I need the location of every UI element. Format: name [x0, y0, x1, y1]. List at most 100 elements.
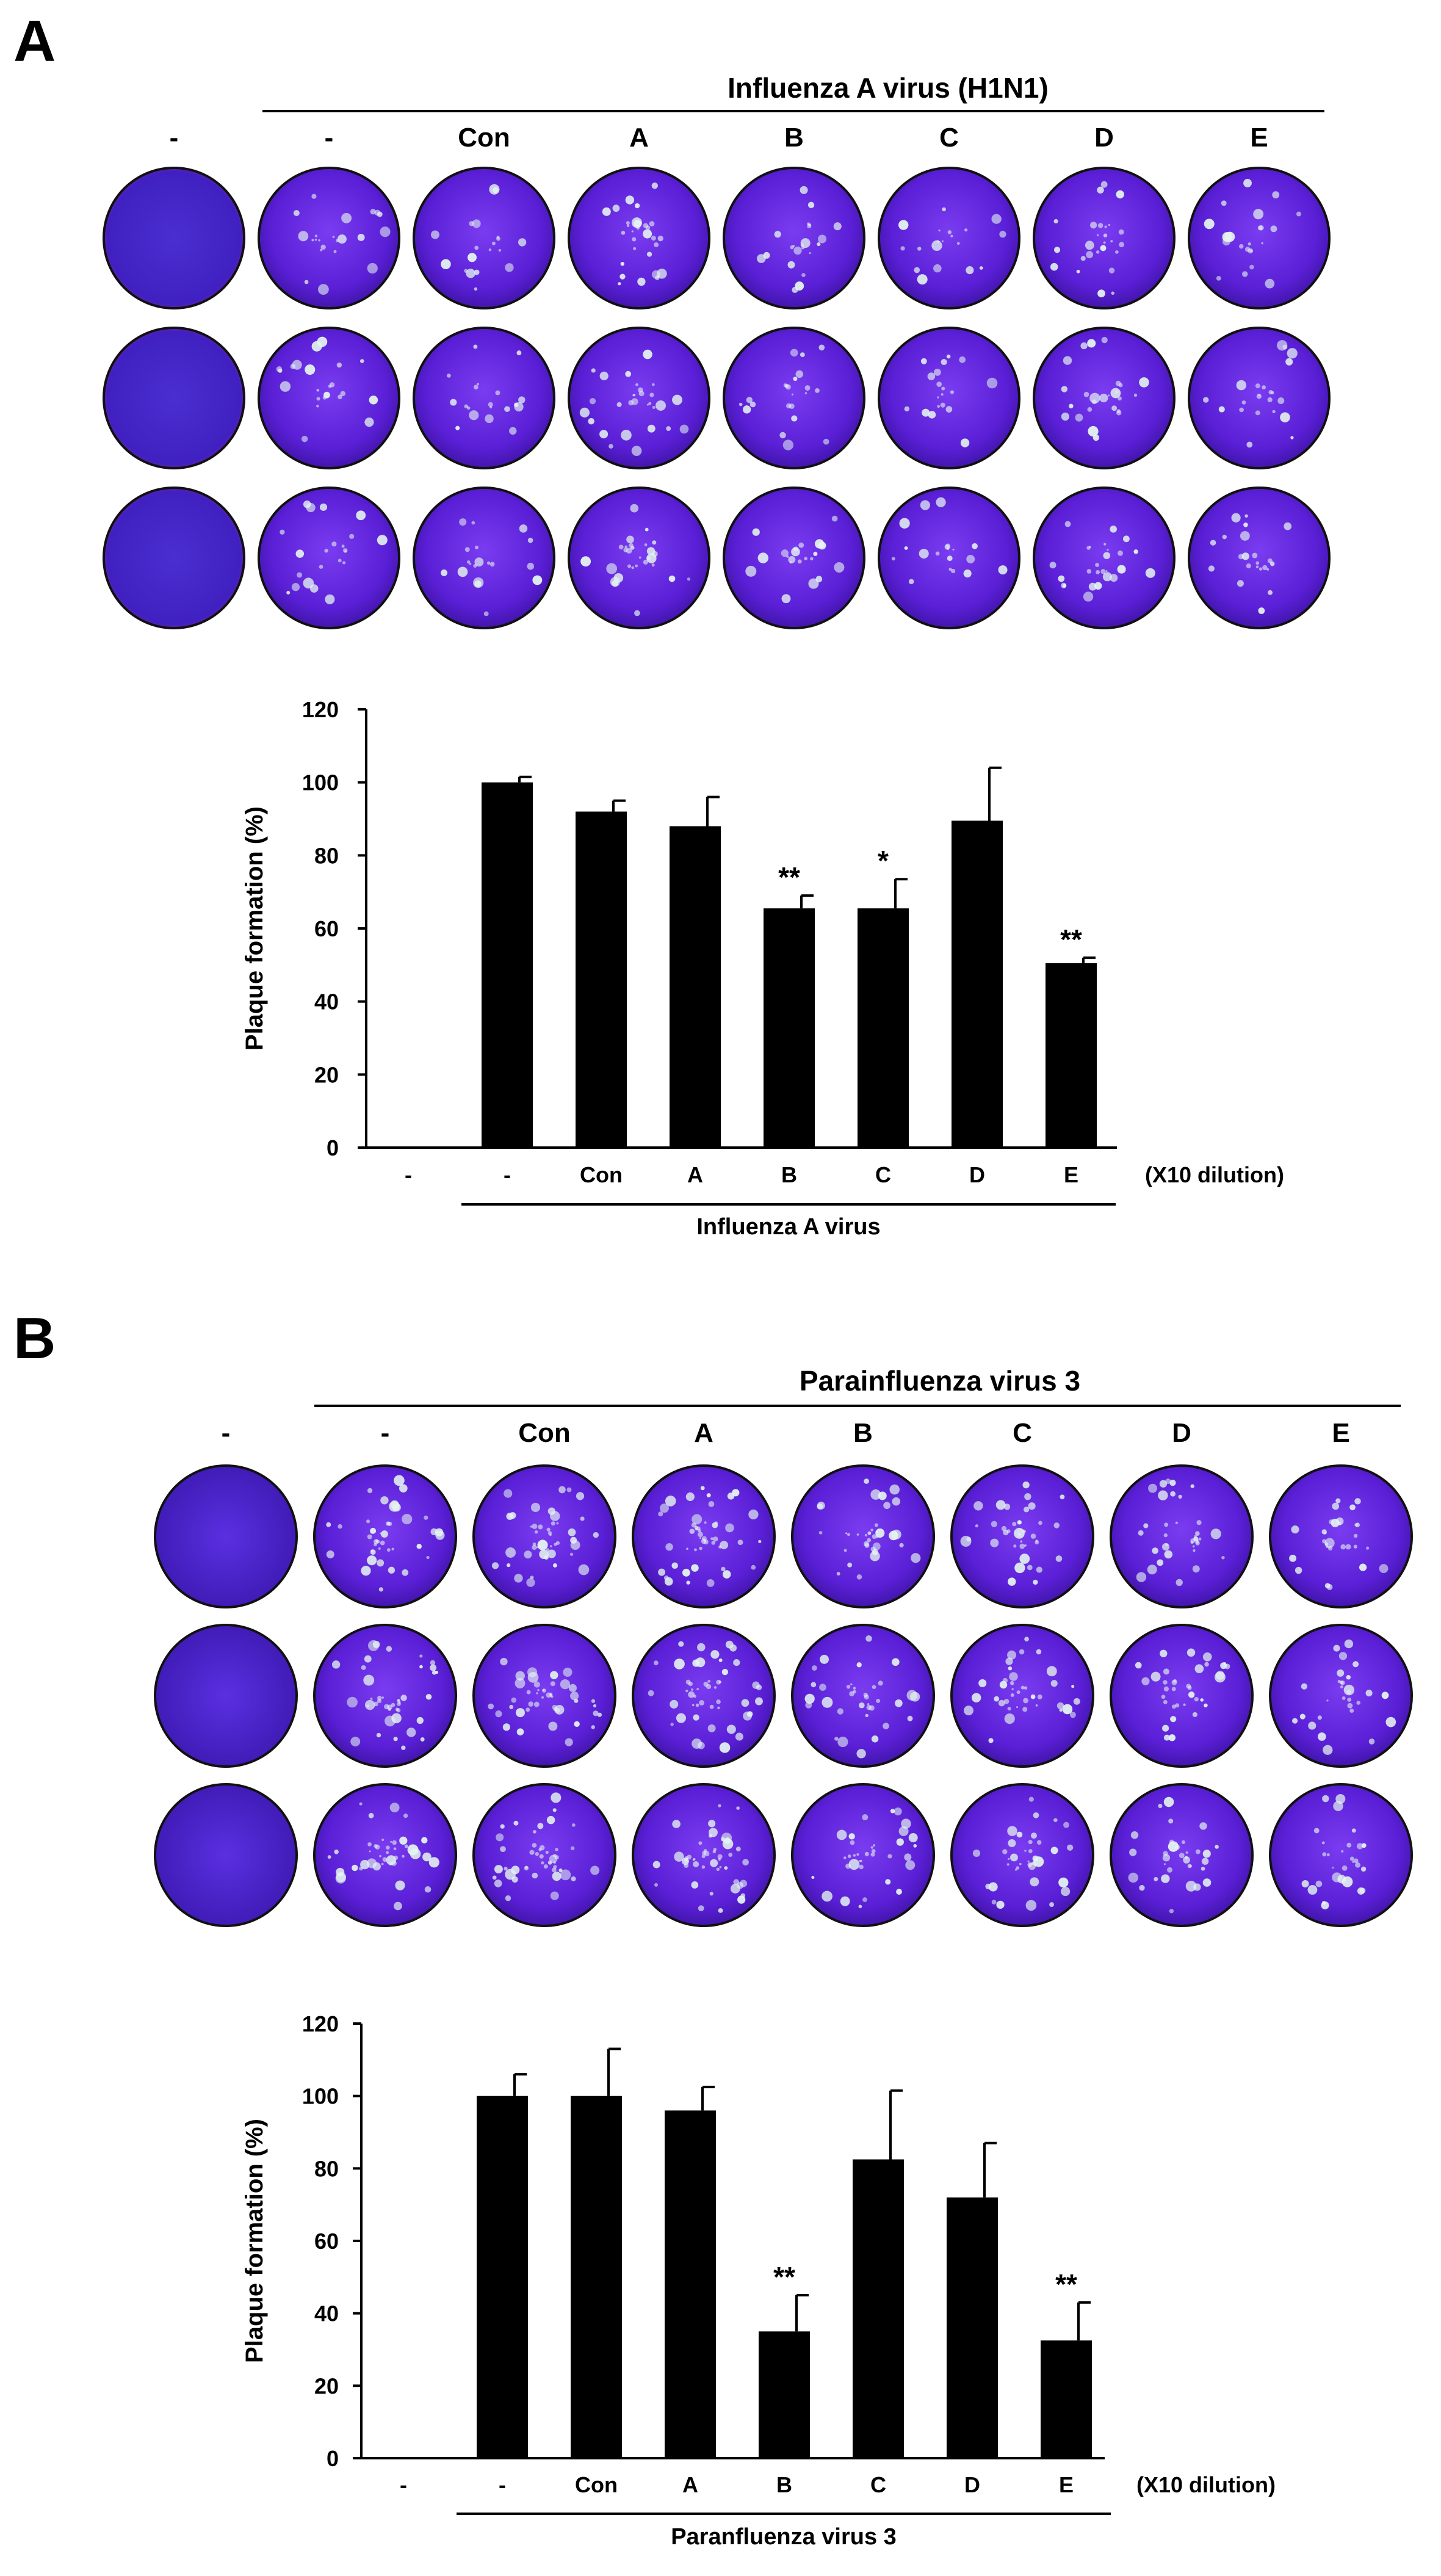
plaque-spot [376, 1539, 380, 1544]
plaque-spot [1035, 1539, 1038, 1543]
plaque-spot [388, 1707, 392, 1711]
plaque-spot [393, 1847, 397, 1851]
plaque-spot [674, 1659, 685, 1670]
plaque-spot [1322, 1901, 1326, 1905]
bar-3 [665, 2110, 716, 2458]
plaque-spot [570, 1691, 579, 1701]
plaque-spot [1171, 1687, 1176, 1691]
plaque-spot [693, 1858, 696, 1861]
plaque-spot [1128, 1872, 1138, 1883]
plaque-spot [367, 1488, 373, 1494]
plaque-spot [1249, 264, 1254, 270]
plaque-spot [1025, 1900, 1037, 1911]
plaque-spot [1100, 181, 1108, 188]
plaque-spot [688, 1691, 695, 1698]
plaque-spot [899, 518, 910, 529]
plaque-spot [1287, 348, 1298, 359]
plaque-spot [401, 1745, 406, 1750]
plaque-spot [671, 1562, 678, 1569]
plaque-spot [329, 382, 335, 388]
plaque-spot [1087, 407, 1092, 412]
plaque-spot [314, 238, 317, 241]
plaque-spot [1356, 1843, 1363, 1850]
plaque-spot [316, 388, 320, 392]
plaque-spot [314, 234, 318, 237]
plaque-spot [822, 1890, 832, 1902]
plaque-spot [653, 1660, 659, 1666]
plaque-spot [1160, 1649, 1168, 1657]
plaque-spot [1349, 1504, 1356, 1511]
plaque-spot [319, 565, 323, 569]
plaque-spot [1008, 1858, 1010, 1860]
plaque-spot [1272, 191, 1280, 199]
column-label-6: D [1172, 1418, 1191, 1448]
plaque-spot [536, 1692, 538, 1695]
plaque-spot [316, 397, 320, 401]
plaque-spot [692, 1514, 702, 1525]
plaque-spot [859, 1859, 862, 1862]
plaque-spot [699, 1546, 702, 1550]
plaque-spot [1145, 568, 1155, 578]
plaque-spot [898, 1826, 909, 1836]
significance-marker: ** [1060, 924, 1082, 955]
plaque-spot [406, 1728, 416, 1737]
plaque-spot [441, 569, 448, 576]
plaque-spot [713, 1536, 718, 1542]
plaque-spot [532, 1843, 537, 1848]
plate-well [313, 1464, 457, 1608]
plaque-spot [883, 1723, 889, 1729]
plaque-spot [1002, 1677, 1008, 1684]
plaque-spot [500, 1846, 506, 1853]
plaque-spot [853, 1854, 856, 1857]
plaque-spot [1086, 569, 1092, 574]
plaque-spot [972, 543, 978, 549]
plaque-spot [651, 563, 655, 567]
plaque-spot [901, 1818, 911, 1829]
plaque-spot [988, 1882, 998, 1892]
plaque-spot [336, 362, 342, 368]
plaque-spot [1248, 248, 1254, 254]
plaque-spot [367, 262, 378, 274]
plaque-spot [515, 1671, 525, 1681]
plaque-spot [1009, 1672, 1018, 1681]
plaque-spot [1236, 380, 1247, 391]
plaque-spot [359, 1866, 363, 1871]
column-label-0: - [170, 123, 179, 153]
plaque-spot [1216, 276, 1221, 281]
plaque-spot [380, 1532, 382, 1535]
plate-well [472, 1624, 616, 1768]
plaque-spot [643, 223, 648, 228]
plaque-spot [554, 1855, 559, 1860]
plaque-spot [571, 1823, 576, 1827]
category-label-5: C [875, 1162, 891, 1187]
plaque-spot [859, 1864, 864, 1870]
y-tick-label: 100 [302, 770, 339, 795]
plate-well [878, 327, 1020, 469]
y-axis-label: Plaque formation (%) [241, 2119, 268, 2363]
plaque-spot [380, 226, 391, 237]
plaque-spot [1101, 336, 1108, 344]
plaque-spot [397, 1699, 400, 1702]
plaque-spot [1255, 561, 1260, 565]
plaque-spot [1118, 383, 1123, 388]
plaque-spot [960, 438, 970, 447]
plaque-spot [931, 240, 942, 251]
plaque-spot [337, 234, 347, 244]
plaque-spot [466, 560, 471, 564]
plaque-spot [920, 358, 927, 364]
plaque-spot [724, 1866, 728, 1870]
plaque-spot [721, 1566, 726, 1572]
plate-well [878, 167, 1020, 309]
plaque-spot [1099, 393, 1108, 403]
plaque-spot [591, 1699, 596, 1703]
plaque-spot [568, 1684, 577, 1692]
plaque-spot [907, 1715, 913, 1721]
plaque-spot [1322, 1852, 1327, 1857]
plate-well [791, 1464, 935, 1608]
plaque-spot [533, 1829, 536, 1834]
column-label-1: - [325, 123, 334, 153]
plaque-spot [1257, 225, 1263, 231]
plaque-spot [338, 559, 342, 563]
plaque-spot [621, 231, 626, 235]
x-axis-label: Paranfluenza virus 3 [671, 2524, 897, 2550]
